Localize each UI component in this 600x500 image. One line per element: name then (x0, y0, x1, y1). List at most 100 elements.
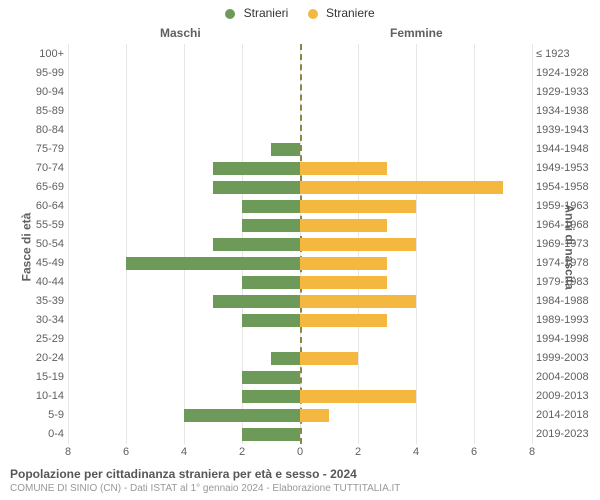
bar-female (300, 409, 329, 422)
bar-female (300, 390, 416, 403)
y-tick-label-birth: ≤ 1923 (536, 48, 596, 60)
y-tick-label-age: 80-84 (4, 124, 64, 136)
legend-label-female: Straniere (326, 6, 375, 20)
y-tick-label-age: 30-34 (4, 314, 64, 326)
y-tick-label-age: 55-59 (4, 219, 64, 231)
data-row (68, 162, 532, 175)
bar-male (242, 314, 300, 327)
data-row (68, 200, 532, 213)
y-tick-label-age: 40-44 (4, 276, 64, 288)
bar-male (242, 200, 300, 213)
y-tick-label-age: 85-89 (4, 105, 64, 117)
y-tick-label-birth: 1959-1963 (536, 200, 596, 212)
chart-title: Popolazione per cittadinanza straniera p… (10, 467, 400, 481)
y-tick-label-birth: 1994-1998 (536, 333, 596, 345)
y-tick-label-birth: 1929-1933 (536, 86, 596, 98)
y-tick-label-birth: 1969-1973 (536, 238, 596, 250)
y-tick-label-age: 0-4 (4, 428, 64, 440)
legend-label-male: Stranieri (244, 6, 289, 20)
data-row (68, 333, 532, 346)
chart-footer: Popolazione per cittadinanza straniera p… (10, 467, 400, 494)
bar-male (242, 428, 300, 441)
y-tick-label-age: 15-19 (4, 371, 64, 383)
y-tick-label-birth: 2014-2018 (536, 409, 596, 421)
y-tick-label-birth: 1954-1958 (536, 181, 596, 193)
legend-item-female: Straniere (308, 6, 375, 20)
data-row (68, 105, 532, 118)
y-tick-label-birth: 1944-1948 (536, 143, 596, 155)
y-tick-label-age: 5-9 (4, 409, 64, 421)
bar-male (213, 238, 300, 251)
legend: Stranieri Straniere (0, 6, 600, 20)
bar-male (213, 181, 300, 194)
y-tick-label-birth: 1989-1993 (536, 314, 596, 326)
y-tick-label-age: 35-39 (4, 295, 64, 307)
y-tick-label-birth: 1939-1943 (536, 124, 596, 136)
y-tick-label-birth: 1949-1953 (536, 162, 596, 174)
bar-male (271, 352, 300, 365)
data-row (68, 314, 532, 327)
bar-female (300, 295, 416, 308)
bar-male (242, 371, 300, 384)
grid-line (532, 44, 533, 444)
data-row (68, 238, 532, 251)
chart-subtitle: COMUNE DI SINIO (CN) - Dati ISTAT al 1° … (10, 483, 400, 494)
y-tick-label-age: 50-54 (4, 238, 64, 250)
y-tick-label-age: 65-69 (4, 181, 64, 193)
data-row (68, 181, 532, 194)
bar-male (271, 143, 300, 156)
plot-area (68, 44, 532, 444)
y-tick-label-birth: 2004-2008 (536, 371, 596, 383)
bar-female (300, 257, 387, 270)
x-tick-label: 2 (239, 446, 245, 458)
y-tick-label-age: 100+ (4, 48, 64, 60)
y-tick-label-age: 70-74 (4, 162, 64, 174)
bar-male (242, 276, 300, 289)
bar-male (184, 409, 300, 422)
y-tick-label-birth: 1964-1968 (536, 219, 596, 231)
x-tick-label: 8 (529, 446, 535, 458)
data-row (68, 428, 532, 441)
y-tick-label-birth: 1974-1978 (536, 257, 596, 269)
data-row (68, 390, 532, 403)
bar-female (300, 276, 387, 289)
bar-female (300, 162, 387, 175)
bar-female (300, 352, 358, 365)
y-tick-label-birth: 1924-1928 (536, 67, 596, 79)
y-tick-label-birth: 1934-1938 (536, 105, 596, 117)
data-row (68, 371, 532, 384)
bar-male (213, 295, 300, 308)
y-tick-label-age: 45-49 (4, 257, 64, 269)
bar-female (300, 314, 387, 327)
bar-female (300, 238, 416, 251)
legend-swatch-female (308, 9, 318, 19)
bar-female (300, 181, 503, 194)
y-tick-label-age: 95-99 (4, 67, 64, 79)
data-row (68, 219, 532, 232)
y-tick-label-birth: 2009-2013 (536, 390, 596, 402)
x-tick-label: 0 (297, 446, 303, 458)
y-tick-label-age: 90-94 (4, 86, 64, 98)
data-row (68, 276, 532, 289)
bar-male (213, 162, 300, 175)
bar-female (300, 219, 387, 232)
data-row (68, 352, 532, 365)
y-tick-label-age: 60-64 (4, 200, 64, 212)
y-tick-label-age: 20-24 (4, 352, 64, 364)
data-row (68, 124, 532, 137)
x-tick-label: 8 (65, 446, 71, 458)
data-row (68, 143, 532, 156)
data-row (68, 295, 532, 308)
x-tick-label: 4 (181, 446, 187, 458)
y-tick-label-birth: 2019-2023 (536, 428, 596, 440)
data-row (68, 67, 532, 80)
bar-male (242, 390, 300, 403)
y-tick-label-birth: 1984-1988 (536, 295, 596, 307)
bar-female (300, 200, 416, 213)
data-row (68, 409, 532, 422)
population-pyramid-chart: Stranieri Straniere Maschi Femmine Fasce… (0, 0, 600, 500)
bar-male (242, 219, 300, 232)
legend-swatch-male (225, 9, 235, 19)
legend-item-male: Stranieri (225, 6, 288, 20)
y-tick-label-birth: 1999-2003 (536, 352, 596, 364)
